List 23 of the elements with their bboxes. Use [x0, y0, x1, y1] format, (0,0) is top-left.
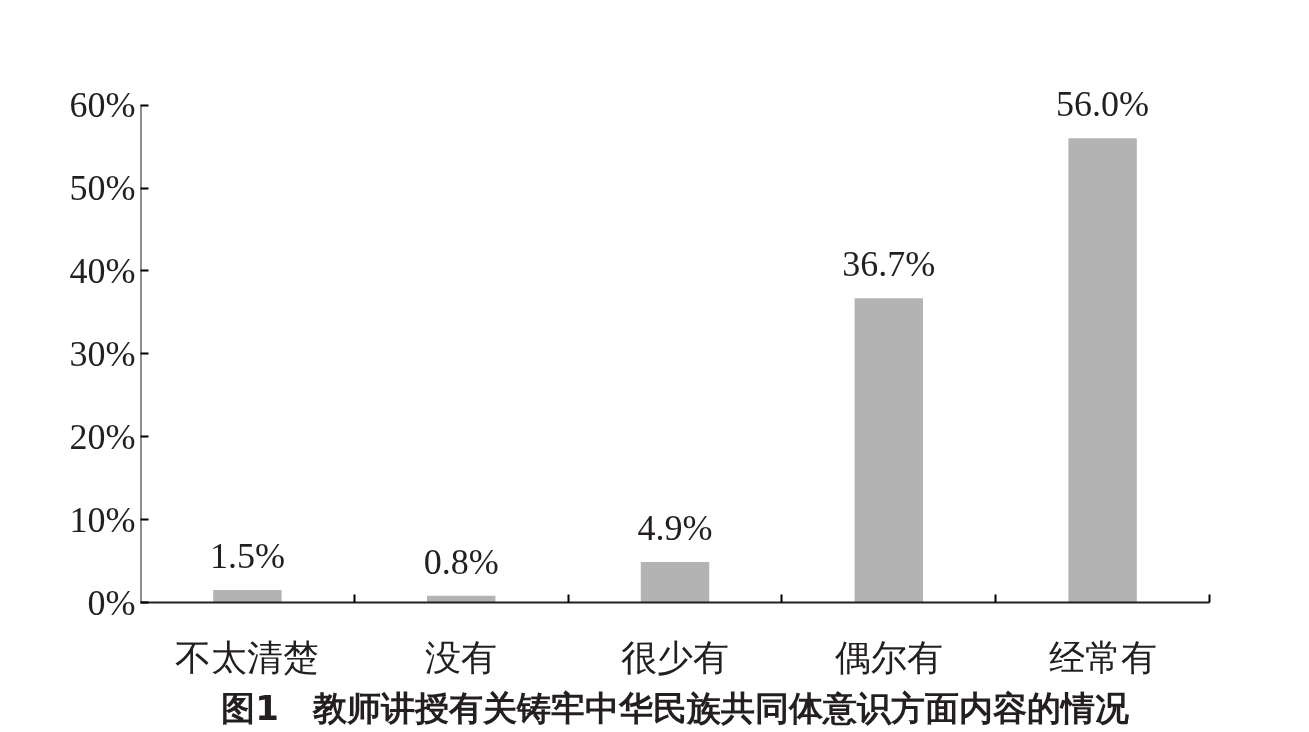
data-label: 56.0% [1056, 84, 1150, 125]
bar [1068, 138, 1137, 603]
bar [854, 298, 924, 603]
x-tick-label: 不太清楚 [175, 636, 320, 678]
bar [213, 590, 282, 603]
x-tick-label: 很少有 [621, 636, 729, 678]
y-tick-label: 10% [69, 499, 136, 540]
text: 图1 教师讲授有关铸牢中华民族共同体意识方面内容的情况 [221, 687, 1130, 728]
y-tick-label: 30% [69, 333, 136, 374]
data-label: 36.7% [842, 244, 936, 285]
y-tick-label: 0% [87, 582, 136, 623]
x-tick-label: 偶尔有 [834, 636, 943, 678]
data-label: 0.8% [423, 541, 499, 582]
y-tick-label: 20% [69, 416, 136, 457]
x-tick-label: 没有 [425, 636, 498, 678]
y-tick-label: 50% [69, 168, 136, 209]
bar [426, 595, 496, 603]
data-label: 4.9% [637, 507, 713, 548]
y-tick-label: 60% [69, 85, 136, 126]
x-tick-label: 经常有 [1048, 636, 1157, 678]
data-label: 1.5% [209, 536, 285, 577]
bar [640, 561, 710, 603]
y-tick-label: 40% [69, 250, 136, 291]
